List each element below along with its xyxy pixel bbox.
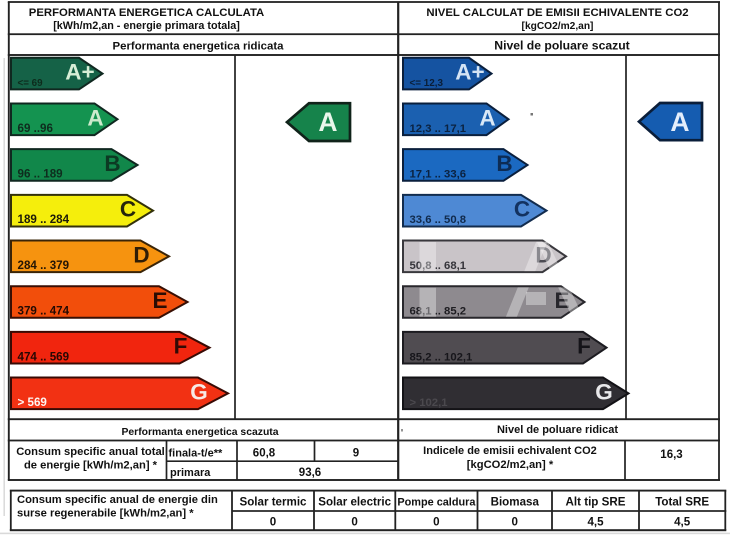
svg-text:> 569: > 569 bbox=[18, 396, 48, 409]
svg-text:0: 0 bbox=[351, 515, 357, 528]
svg-text:Alt tip SRE: Alt tip SRE bbox=[566, 495, 626, 508]
svg-text:Nivel de poluare ridicat: Nivel de poluare ridicat bbox=[497, 424, 618, 436]
svg-text:G: G bbox=[595, 379, 613, 404]
svg-text:D: D bbox=[535, 242, 551, 267]
svg-text:85,2 .. 102,1: 85,2 .. 102,1 bbox=[410, 351, 473, 363]
svg-text:> 102,1: > 102,1 bbox=[410, 397, 448, 409]
svg-text:Consum specific anual de energ: Consum specific anual de energie din bbox=[17, 494, 218, 506]
svg-text:A: A bbox=[318, 107, 337, 137]
svg-text:16,3: 16,3 bbox=[660, 449, 682, 461]
svg-text:4,5: 4,5 bbox=[674, 515, 691, 528]
svg-text:surse regenerabile [kWh/m2,an]: surse regenerabile [kWh/m2,an] * bbox=[17, 508, 194, 520]
svg-text:B: B bbox=[104, 151, 120, 176]
svg-text:B: B bbox=[496, 151, 512, 176]
svg-text:93,6: 93,6 bbox=[299, 467, 321, 479]
svg-text:284 .. 379: 284 .. 379 bbox=[18, 259, 70, 272]
svg-text:G: G bbox=[190, 379, 208, 404]
svg-text:Total SRE: Total SRE bbox=[655, 495, 709, 508]
svg-text:finala-t/e**: finala-t/e** bbox=[169, 447, 224, 459]
svg-text:Consum specific anual total: Consum specific anual total bbox=[16, 446, 165, 458]
svg-text:C: C bbox=[514, 197, 530, 222]
svg-text:C: C bbox=[120, 197, 136, 222]
svg-text:A+: A+ bbox=[455, 60, 484, 85]
svg-text:189 .. 284: 189 .. 284 bbox=[18, 213, 70, 226]
svg-text:12,3 .. 17,1: 12,3 .. 17,1 bbox=[410, 123, 467, 135]
svg-text:E: E bbox=[554, 288, 569, 313]
svg-text:69 ..96: 69 ..96 bbox=[18, 122, 54, 135]
svg-text:9: 9 bbox=[353, 447, 359, 459]
svg-text:[kWh/m2,an - energie primara t: [kWh/m2,an - energie primara totala] bbox=[53, 20, 240, 32]
svg-text:17,1 .. 33,6: 17,1 .. 33,6 bbox=[410, 169, 467, 181]
svg-text:[kgCO2/m2,an]: [kgCO2/m2,an] bbox=[522, 21, 594, 32]
svg-text:33,6 .. 50,8: 33,6 .. 50,8 bbox=[410, 214, 467, 226]
svg-text:474 .. 569: 474 .. 569 bbox=[18, 350, 70, 363]
svg-text:PERFORMANTA ENERGETICA CALCULA: PERFORMANTA ENERGETICA CALCULATA bbox=[29, 7, 264, 19]
svg-text:F: F bbox=[577, 334, 591, 359]
svg-text:Performanta energetica scazuta: Performanta energetica scazuta bbox=[121, 427, 278, 438]
svg-text:NIVEL CALCULAT DE EMISII ECHIV: NIVEL CALCULAT DE EMISII ECHIVALENTE CO2 bbox=[426, 7, 688, 19]
svg-text:Performanta energetica ridicat: Performanta energetica ridicata bbox=[113, 40, 285, 52]
svg-text:E: E bbox=[152, 288, 167, 313]
svg-text:Solar termic: Solar termic bbox=[239, 495, 307, 508]
svg-text:F: F bbox=[174, 334, 188, 359]
svg-text:96 .. 189: 96 .. 189 bbox=[18, 168, 64, 181]
svg-text:A+: A+ bbox=[65, 60, 94, 85]
svg-text:D: D bbox=[133, 242, 149, 267]
svg-text:A: A bbox=[670, 107, 689, 137]
svg-text:[kgCO2/m2,an] *: [kgCO2/m2,an] * bbox=[467, 459, 554, 471]
svg-text:Pompe caldura: Pompe caldura bbox=[397, 496, 476, 508]
svg-text:0: 0 bbox=[433, 515, 439, 528]
svg-text:primara: primara bbox=[170, 467, 211, 479]
svg-text:4,5: 4,5 bbox=[587, 515, 604, 528]
svg-text:68,1 .. 85,2: 68,1 .. 85,2 bbox=[410, 306, 467, 318]
svg-text:<= 69: <= 69 bbox=[18, 78, 44, 89]
svg-text:de energie [kWh/m2,an] *: de energie [kWh/m2,an] * bbox=[24, 460, 158, 472]
svg-text:A: A bbox=[479, 105, 495, 130]
svg-text:50,8 .. 68,1: 50,8 .. 68,1 bbox=[410, 260, 467, 272]
svg-text:60,8: 60,8 bbox=[253, 447, 276, 459]
svg-text:Indicele de emisii echivalent: Indicele de emisii echivalent CO2 bbox=[423, 445, 597, 457]
svg-text:0: 0 bbox=[512, 515, 518, 528]
svg-text:Solar electric: Solar electric bbox=[318, 495, 391, 508]
svg-text:Biomasa: Biomasa bbox=[491, 495, 540, 508]
svg-text:A: A bbox=[87, 105, 103, 130]
svg-text:Nivel de poluare scazut: Nivel de poluare scazut bbox=[494, 38, 629, 52]
svg-text:<= 12,3: <= 12,3 bbox=[410, 78, 444, 89]
svg-text:0: 0 bbox=[270, 515, 276, 528]
svg-text:379 .. 474: 379 .. 474 bbox=[18, 305, 70, 318]
